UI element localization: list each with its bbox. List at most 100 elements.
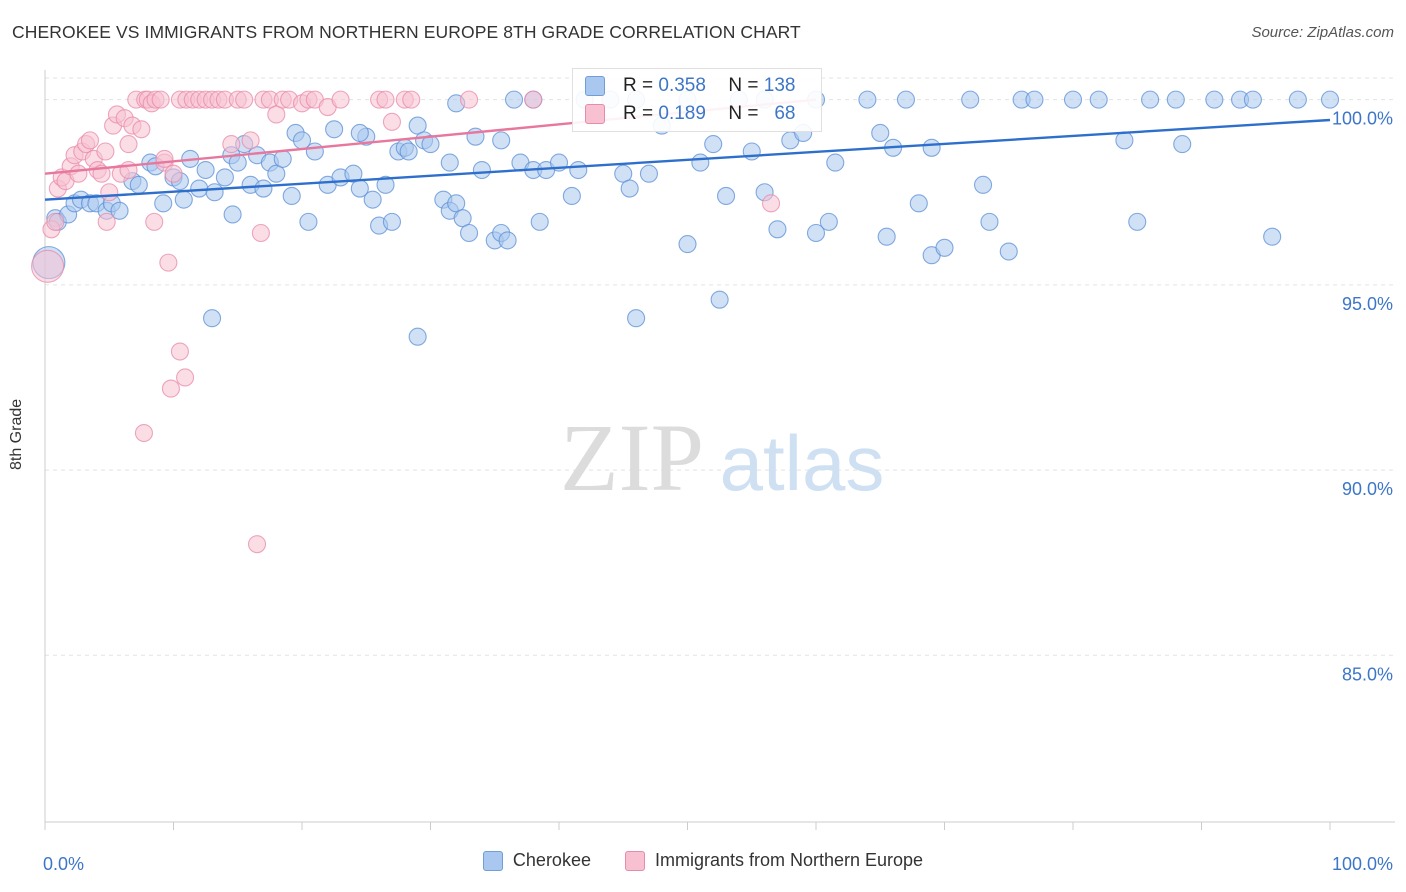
data-point-pink [159, 253, 178, 272]
data-point-pink [145, 212, 164, 231]
data-point-blue [569, 160, 588, 180]
data-point-blue [961, 90, 980, 109]
data-point-pink [80, 131, 100, 150]
y-tick-label: 100.0% [1332, 109, 1393, 129]
x-tick-label: 0.0% [43, 854, 84, 874]
data-point-pink [247, 535, 267, 554]
data-point-pink [119, 135, 138, 154]
data-point-blue [472, 160, 491, 180]
data-point-pink [170, 342, 189, 361]
legend-item-cherokee[interactable]: Cherokee [482, 850, 591, 871]
stats-row-northern-europe: R = 0.189 N = 68 [585, 101, 795, 127]
data-point-blue [498, 231, 517, 250]
data-point-blue [305, 142, 324, 161]
data-point-pink [134, 423, 153, 443]
trend-line-blue [44, 118, 1331, 201]
data-point-pink [235, 90, 254, 109]
y-axis-label: 8th Grade [8, 398, 25, 470]
data-point-blue [877, 227, 896, 246]
r-label: R = [623, 103, 654, 124]
data-point-pink [251, 223, 270, 243]
data-point-blue [504, 90, 524, 109]
data-point-blue [1173, 135, 1192, 154]
watermark: ZIP atlas [560, 404, 884, 511]
data-point-blue [273, 149, 292, 168]
data-point-pink [402, 90, 421, 109]
data-point-blue [440, 153, 459, 172]
data-point-blue [110, 201, 129, 220]
data-point-pink [100, 183, 119, 202]
r-value-northern-europe: 0.189 [658, 103, 706, 124]
data-point-pink [155, 149, 174, 168]
stats-row-cherokee: R = 0.358 N = 138 [585, 73, 795, 99]
data-point-blue [678, 235, 697, 254]
data-point-blue [973, 175, 993, 194]
data-point-blue [742, 142, 761, 161]
n-label: N = [728, 75, 759, 96]
data-point-blue [408, 327, 427, 346]
data-point-blue [980, 212, 999, 231]
data-point-blue [299, 212, 318, 231]
r-value-cherokee: 0.358 [658, 75, 706, 96]
data-point-blue [871, 123, 890, 143]
watermark-atlas: atlas [720, 419, 885, 507]
data-point-blue [154, 194, 173, 213]
data-point-blue [710, 290, 729, 309]
data-point-pink [97, 212, 116, 231]
data-point-blue [376, 175, 395, 194]
data-point-blue [819, 212, 838, 231]
data-point-blue [530, 212, 549, 231]
data-point-blue [1166, 90, 1185, 109]
n-label: N = [728, 103, 759, 124]
data-point-pink [376, 90, 395, 109]
data-point-blue [382, 212, 402, 231]
data-point-blue [254, 179, 273, 198]
data-point-blue [215, 168, 234, 187]
y-tick-label: 85.0% [1342, 664, 1393, 684]
data-point-blue [691, 153, 710, 172]
data-point-pink [176, 368, 195, 387]
data-point-pink [161, 379, 180, 398]
data-point-pink [69, 164, 88, 183]
watermark-zip: ZIP [560, 404, 704, 511]
data-point-pink [241, 131, 260, 150]
data-point-blue [205, 183, 224, 202]
data-point-blue [1243, 90, 1262, 109]
data-point-blue [639, 164, 659, 183]
stats-box: R = 0.358 N = 138 R = 0.189 N = 68 [572, 68, 822, 132]
data-point-pink [31, 249, 65, 283]
n-value-cherokee: 138 [763, 75, 796, 96]
data-point-blue [620, 179, 639, 198]
stats-swatch-blue [585, 76, 605, 96]
data-point-blue [1320, 90, 1340, 109]
data-point-pink [164, 164, 183, 183]
data-point-blue [129, 175, 148, 194]
data-point-blue [399, 142, 418, 161]
data-point-blue [1263, 227, 1282, 246]
x-tick-label: 100.0% [1332, 854, 1393, 874]
y-tick-label: 95.0% [1342, 294, 1393, 314]
legend-swatch-blue [482, 850, 503, 871]
series-pink [31, 90, 781, 554]
data-point-pink [524, 90, 543, 109]
data-point-blue [459, 223, 479, 243]
chart-title: CHEROKEE VS IMMIGRANTS FROM NORTHERN EUR… [12, 22, 801, 42]
data-point-blue [1089, 90, 1108, 109]
data-point-blue [174, 190, 193, 209]
legend-label-northern-europe: Immigrants from Northern Europe [654, 850, 924, 870]
data-point-pink [46, 212, 65, 231]
data-point-blue [909, 194, 928, 213]
data-point-blue [492, 131, 511, 150]
legend-item-northern-europe[interactable]: Immigrants from Northern Europe [624, 850, 924, 871]
stats-swatch-pink [585, 104, 605, 124]
r-label: R = [623, 75, 654, 96]
data-point-blue [1141, 90, 1160, 109]
data-point-blue [363, 190, 382, 209]
data-point-blue [806, 223, 826, 243]
data-point-pink [96, 142, 115, 161]
data-point-blue [1063, 90, 1083, 109]
data-point-blue [325, 120, 344, 139]
data-point-blue [562, 186, 581, 206]
legend-swatch-pink [624, 850, 645, 871]
data-point-pink [382, 112, 402, 131]
